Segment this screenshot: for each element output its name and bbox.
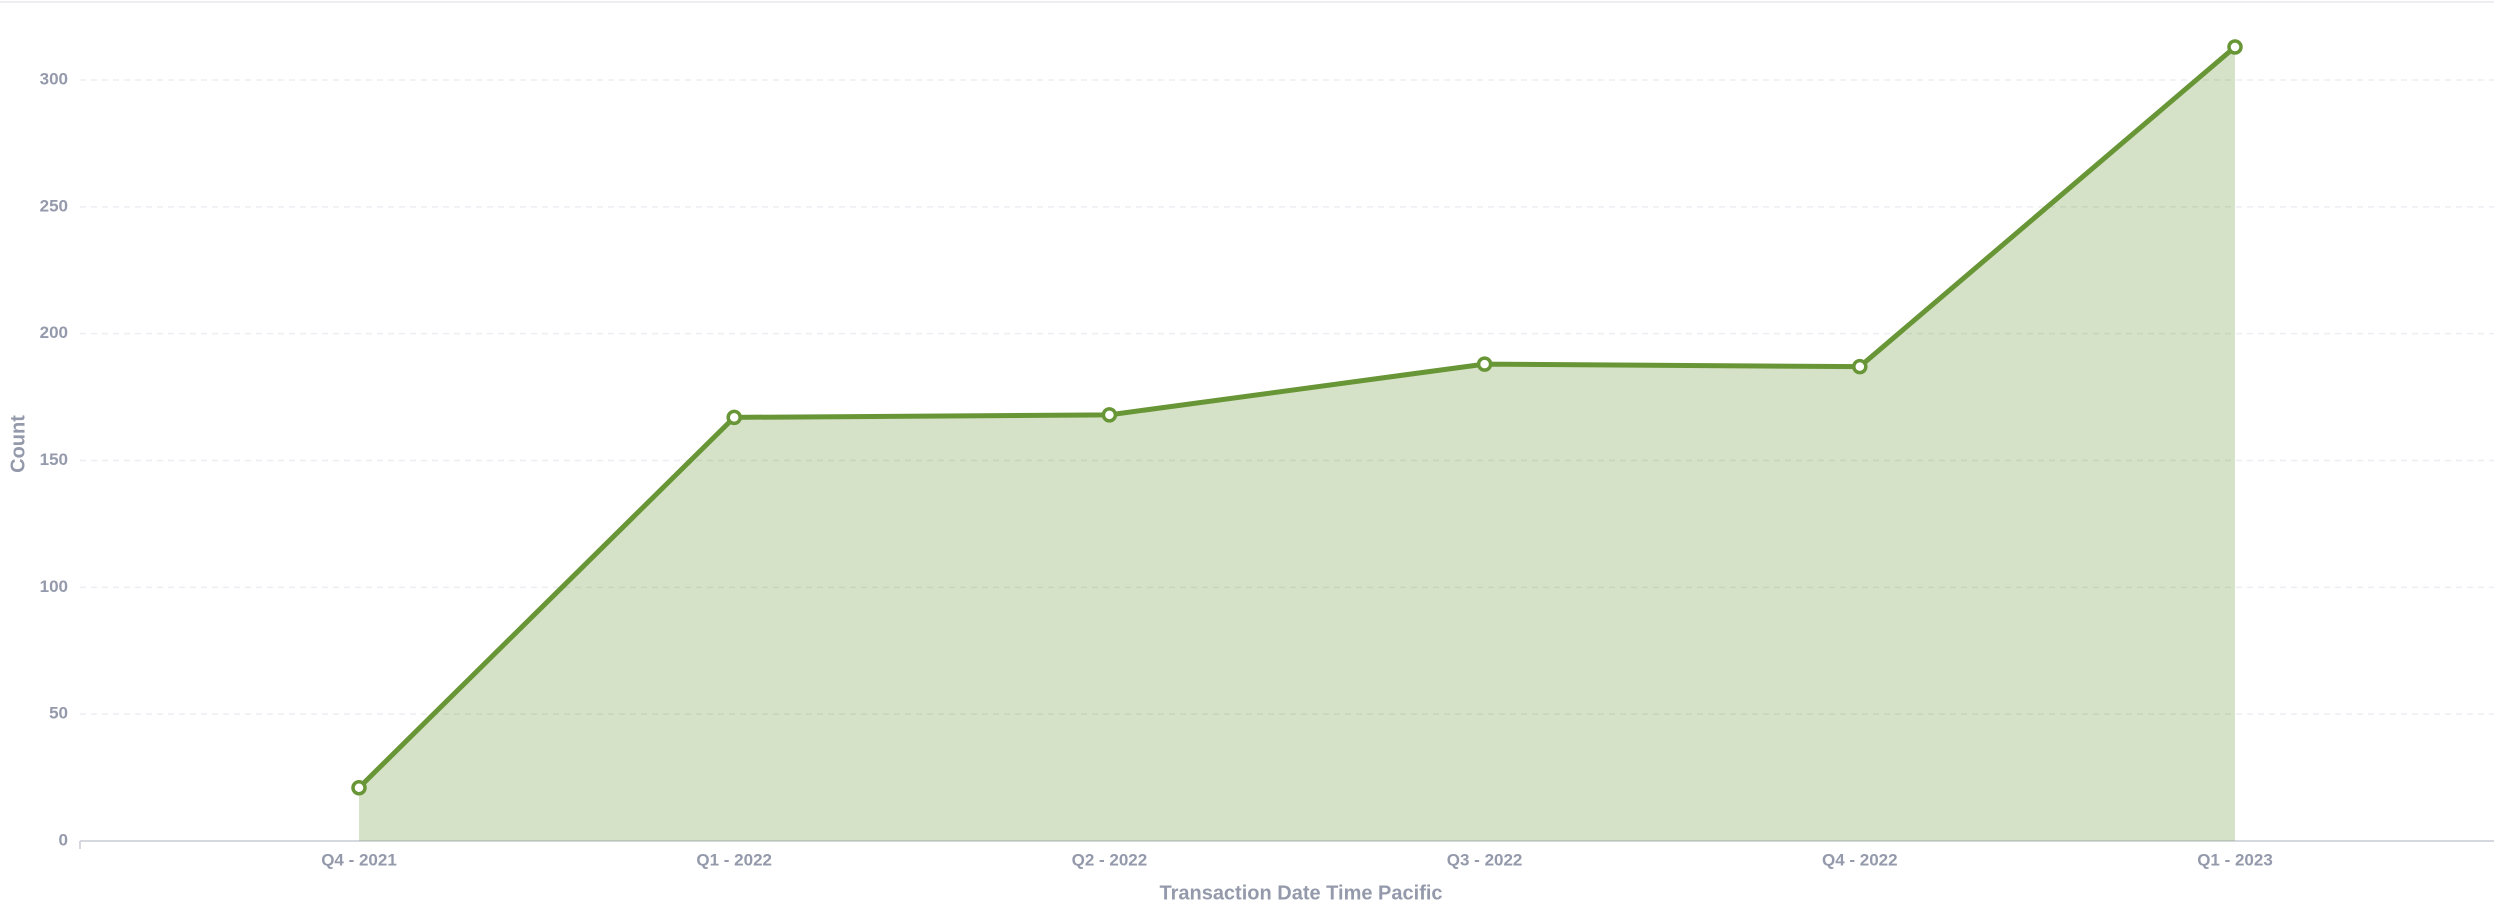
point	[351, 779, 367, 796]
x-axis-title: Transaction Date Time Pacific	[1159, 882, 1442, 904]
x-tick-label: Q3 - 2022	[1447, 850, 1523, 869]
point	[2227, 39, 2243, 55]
y-tick-label: 100	[40, 577, 68, 596]
y-tick-label: 200	[40, 323, 68, 342]
x-tick-label: Q1 - 2023	[2197, 850, 2273, 869]
area	[359, 47, 2235, 842]
line	[357, 45, 2237, 790]
y-tick-label: 150	[40, 450, 68, 469]
point	[1852, 358, 1868, 375]
point	[726, 409, 742, 426]
x-tick-label: Q4 - 2022	[1822, 850, 1898, 869]
point	[1101, 407, 1118, 423]
y-tick-label: 0	[59, 830, 68, 849]
point	[1476, 356, 1493, 372]
y-tick-label: 50	[49, 704, 68, 723]
x-tick-label: Q4 - 2021	[321, 850, 397, 869]
y-tick-label: 300	[40, 69, 68, 88]
y-tick-label: 250	[40, 196, 68, 215]
x-tick-label: Q1 - 2022	[696, 850, 772, 869]
x-tick-label: Q2 - 2022	[1072, 850, 1148, 869]
y-axis-title: Count	[7, 415, 29, 473]
